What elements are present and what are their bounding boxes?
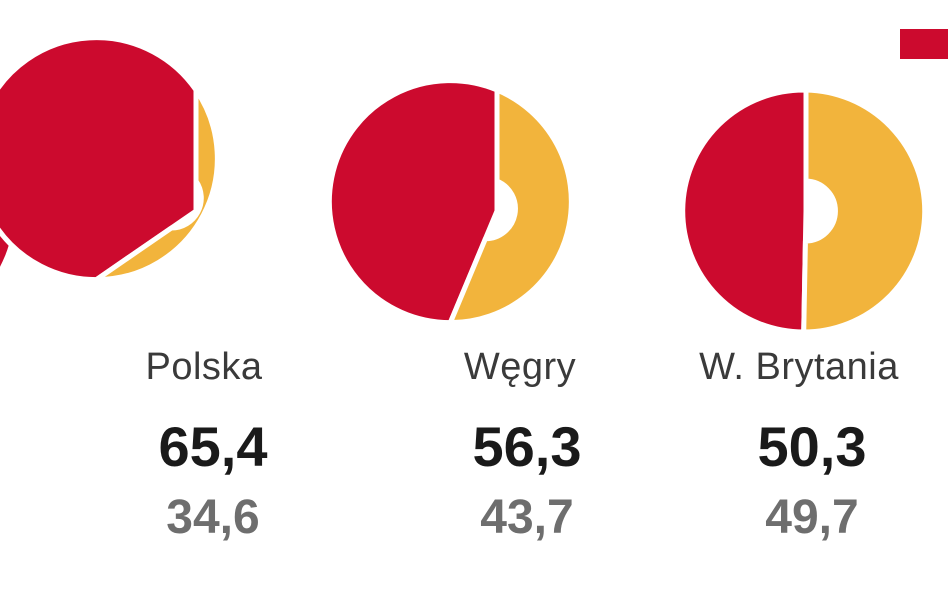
primary-value-polska: 65,4	[158, 415, 268, 478]
secondary-value-w-brytania: 49,7	[765, 491, 859, 544]
slice-primary-polska	[0, 35, 199, 283]
slice-primary-w-brytania	[680, 87, 809, 335]
slice-secondary-w-brytania	[801, 87, 928, 335]
country-label-polska: Polska	[145, 346, 263, 388]
slice-secondary-wegry	[447, 87, 574, 326]
slice-primary-wegry	[326, 78, 500, 326]
primary-value-wegry: 56,3	[472, 415, 582, 478]
secondary-value-polska: 34,6	[166, 491, 260, 544]
secondary-value-wegry: 43,7	[480, 491, 574, 544]
legend-swatch-primary	[900, 29, 948, 59]
country-label-w-brytania: W. Brytania	[699, 346, 899, 388]
primary-value-w-brytania: 50,3	[757, 415, 867, 478]
slice-secondary-polska	[93, 87, 220, 283]
country-label-wegry: Węgry	[463, 346, 577, 388]
